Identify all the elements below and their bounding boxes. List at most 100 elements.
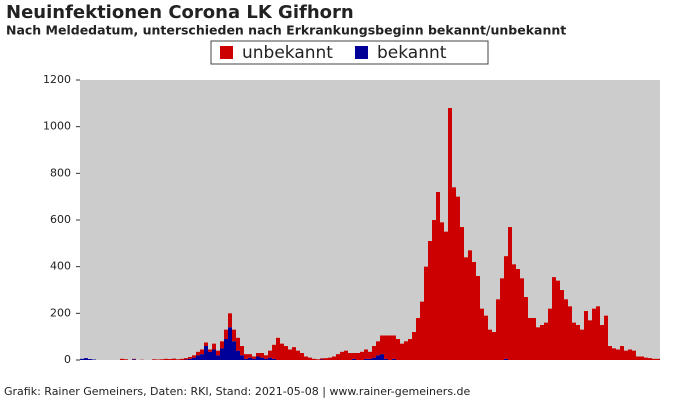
bar-segment — [332, 356, 336, 360]
bar-segment — [256, 356, 260, 360]
bar-segment — [616, 349, 620, 360]
bar-segment — [628, 349, 632, 360]
bar-segment — [428, 241, 432, 360]
bar-segment — [236, 337, 240, 351]
y-tick-label: 400 — [50, 260, 71, 273]
bar-segment — [524, 297, 528, 360]
bar-segment — [180, 358, 184, 360]
bar-segment — [152, 359, 156, 360]
bar-segment — [164, 358, 168, 360]
bar-segment — [612, 348, 616, 360]
bar-segment — [548, 308, 552, 360]
bar-segment — [624, 350, 628, 360]
bar-segment — [316, 359, 320, 360]
bar-segment — [240, 355, 244, 360]
bar-segment — [300, 353, 304, 360]
bar-segment — [636, 356, 640, 360]
bar-segment — [416, 318, 420, 360]
bar-segment — [200, 354, 204, 360]
bar-segment — [364, 349, 368, 359]
bar-segment — [440, 222, 444, 360]
bar-segment — [256, 353, 260, 357]
bar-segment — [540, 325, 544, 360]
chart-title: Neuinfektionen Corona LK Gifhorn — [6, 2, 354, 23]
bar-segment — [656, 358, 660, 360]
bar-segment — [468, 250, 472, 360]
bar-segment — [384, 358, 388, 360]
bar-segment — [552, 277, 556, 360]
bar-segment — [368, 351, 372, 359]
bar-segment — [200, 349, 204, 355]
bar-segment — [512, 264, 516, 360]
bar-segment — [476, 276, 480, 360]
y-tick-label: 600 — [50, 213, 71, 226]
bar-segment — [160, 359, 164, 360]
bar-segment — [484, 315, 488, 360]
bar-segment — [368, 358, 372, 360]
bar-segment — [264, 358, 268, 360]
bar-segment — [652, 358, 656, 360]
bar-segment — [124, 359, 128, 360]
bar-segment — [272, 358, 276, 360]
legend-label: unbekannt — [242, 43, 333, 63]
bar-segment — [360, 351, 364, 360]
bar-segment — [312, 358, 316, 360]
bar-segment — [264, 355, 268, 359]
bar-segment — [268, 350, 272, 358]
bar-segment — [176, 359, 180, 360]
bar-segment — [384, 335, 388, 359]
bar-segment — [292, 347, 296, 360]
y-tick-label: 0 — [64, 353, 71, 366]
bar-segment — [644, 357, 648, 360]
bar-segment — [528, 318, 532, 360]
bar-segment — [452, 187, 456, 360]
bar-segment — [564, 299, 568, 360]
bar-segment — [448, 108, 452, 360]
bar-segment — [216, 350, 220, 356]
bar-segment — [296, 350, 300, 360]
bar-segment — [412, 332, 416, 360]
bar-segment — [488, 329, 492, 360]
bar-segment — [228, 327, 232, 360]
bar-segment — [500, 278, 504, 360]
bar-segment — [220, 341, 224, 349]
bar-segment — [260, 357, 264, 360]
legend-swatch — [220, 46, 233, 59]
bar-segment — [380, 335, 384, 355]
y-tick-label: 800 — [50, 166, 71, 179]
bar-segment — [492, 332, 496, 360]
bar-segment — [220, 348, 224, 360]
bar-segment — [208, 349, 212, 352]
bar-segment — [420, 301, 424, 360]
bar-segment — [248, 357, 252, 360]
bar-segment — [276, 337, 280, 360]
bar-segment — [196, 355, 200, 360]
bar-segment — [464, 257, 468, 360]
bar-segment — [284, 346, 288, 360]
bar-segment — [560, 290, 564, 360]
bar-segment — [320, 358, 324, 360]
legend-box — [210, 40, 489, 65]
bar-segment — [648, 358, 652, 360]
bar-segment — [224, 329, 228, 339]
bar-segment — [208, 351, 212, 360]
bar-segment — [356, 353, 360, 360]
bar-segment — [436, 192, 440, 360]
bar-segment — [204, 346, 208, 360]
bar-segment — [340, 351, 344, 360]
bar-segment — [308, 357, 312, 360]
bar-segment — [576, 325, 580, 360]
bar-segment — [444, 231, 448, 360]
bar-segment — [596, 306, 600, 360]
bar-segment — [608, 346, 612, 360]
bar-segment — [408, 339, 412, 360]
bar-segment — [212, 343, 216, 350]
bar-segment — [120, 358, 124, 360]
bar-segment — [532, 318, 536, 360]
bar-segment — [460, 227, 464, 360]
bar-segment — [376, 355, 380, 360]
bar-segment — [640, 356, 644, 360]
bar-segment — [380, 354, 384, 360]
